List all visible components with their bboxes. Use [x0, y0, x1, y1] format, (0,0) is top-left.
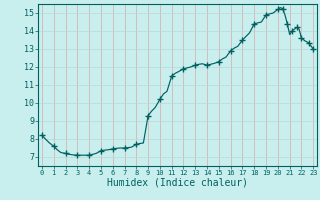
X-axis label: Humidex (Indice chaleur): Humidex (Indice chaleur)	[107, 178, 248, 188]
